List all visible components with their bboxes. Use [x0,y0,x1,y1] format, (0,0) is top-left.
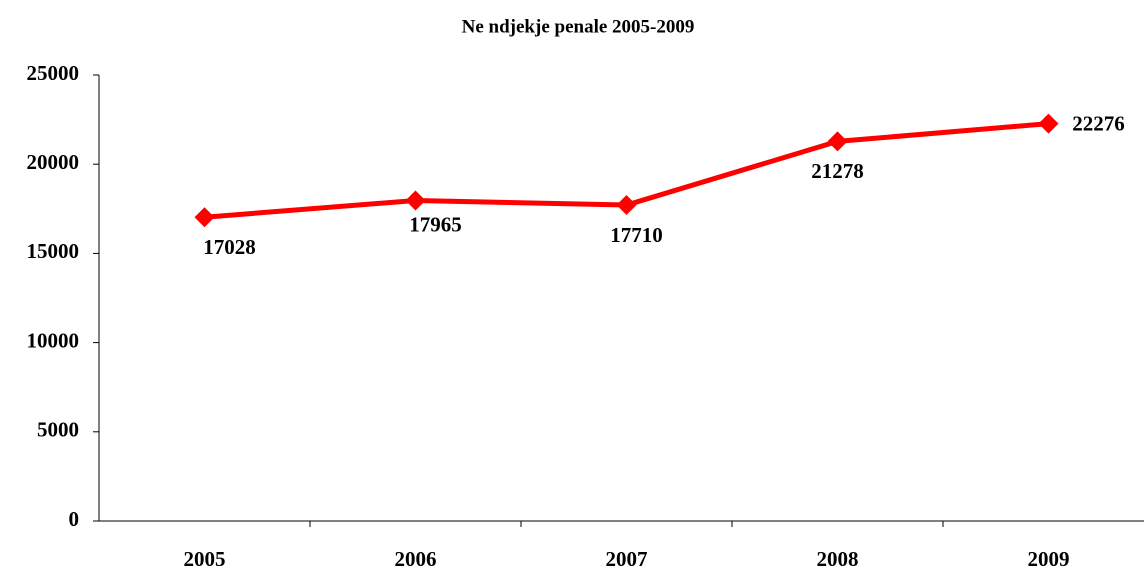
data-label: 17965 [409,212,462,236]
x-tick-label: 2008 [817,547,859,571]
x-tick-label: 2005 [184,547,226,571]
y-tick-label: 15000 [27,239,80,263]
marker [827,131,848,152]
x-tick-label: 2009 [1028,547,1070,571]
marker [194,207,215,228]
marker [1038,113,1059,134]
y-tick-label: 10000 [27,328,80,352]
y-tick-label: 20000 [27,150,80,174]
data-label: 17028 [203,235,256,259]
data-label: 22276 [1072,111,1125,135]
chart-title: Ne ndjekje penale 2005-2009 [462,16,695,37]
y-tick-label: 0 [69,507,80,531]
data-label: 17710 [610,223,663,247]
y-tick-label: 25000 [27,61,80,85]
x-tick-label: 2006 [395,547,437,571]
marker [616,195,637,216]
data-label: 21278 [811,159,864,183]
y-tick-label: 5000 [37,418,79,442]
x-tick-label: 2007 [606,547,648,571]
marker [405,190,426,211]
